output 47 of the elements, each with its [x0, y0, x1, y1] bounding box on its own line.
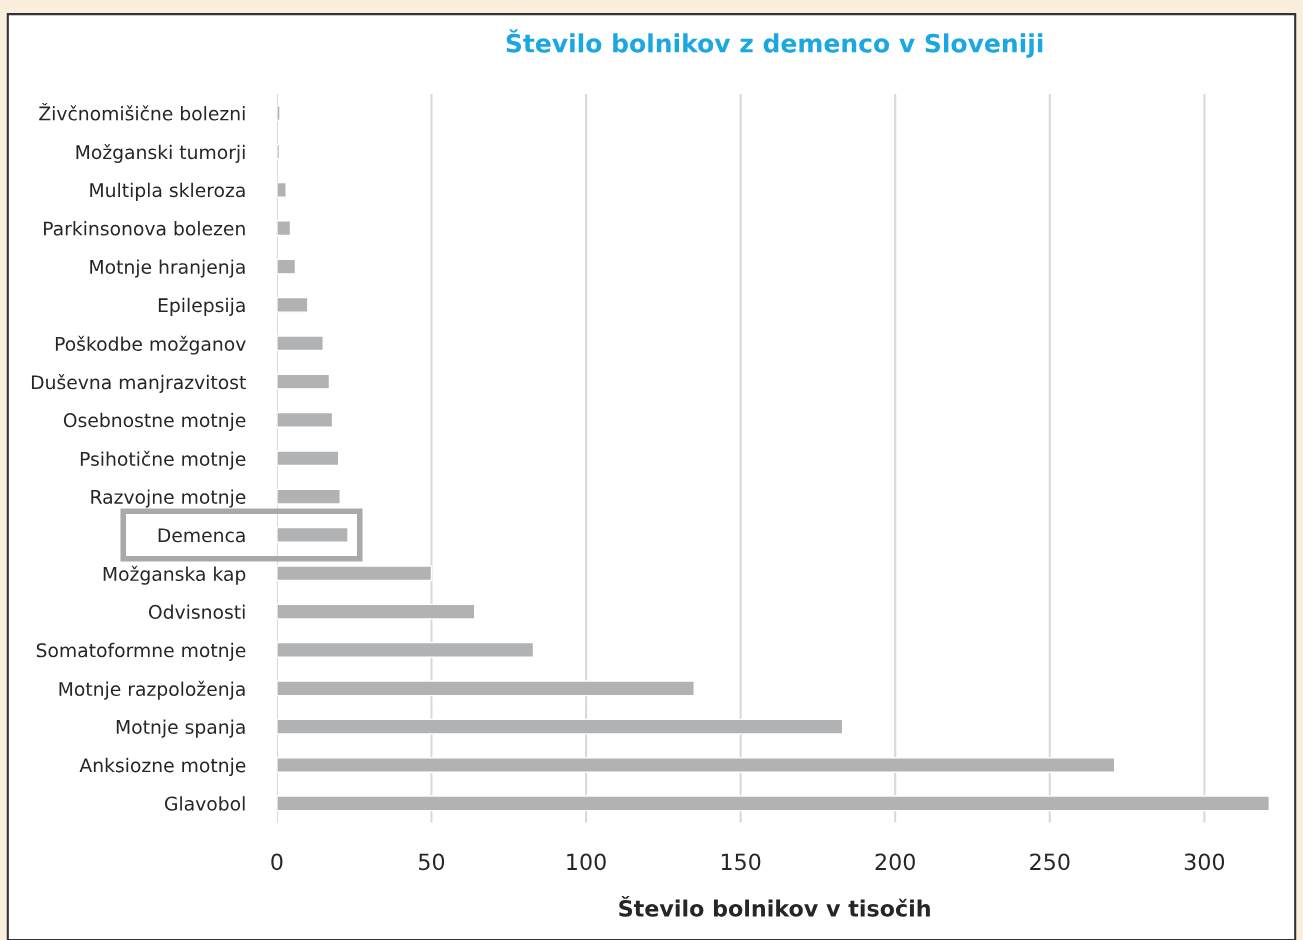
bar — [276, 411, 334, 428]
y-tick-label: Glavobol — [165, 796, 245, 811]
y-tick-label: Somatoformne motnje — [36, 642, 246, 661]
bar — [276, 565, 433, 582]
x-tick-label: 100 — [567, 853, 606, 871]
x-tick-label: 150 — [721, 853, 761, 871]
x-tick-label: 300 — [1184, 853, 1225, 871]
bar — [276, 258, 297, 275]
bar — [276, 335, 324, 352]
bar — [276, 220, 292, 237]
x-tick-label: 0 — [271, 853, 283, 871]
y-tick-label: Multipla skleroza — [90, 182, 245, 201]
bar — [276, 105, 281, 122]
y-tick-label: Demenca — [158, 528, 245, 543]
bar — [276, 718, 844, 735]
y-tick-label: Motnje hranjenja — [90, 259, 245, 278]
y-tick-label: Možganski tumorji — [76, 144, 245, 163]
bar — [276, 373, 331, 390]
x-tick-label: 200 — [875, 853, 915, 871]
x-axis-title: Število bolnikov v tisočih — [619, 895, 930, 917]
bar — [276, 641, 535, 658]
bar — [276, 680, 695, 697]
bar — [276, 181, 287, 198]
bar — [276, 143, 281, 160]
y-tick-label: Živčnomišične bolezni — [39, 102, 245, 121]
bar — [276, 603, 476, 620]
chart-title: Število bolnikov z demenco v Sloveniji — [506, 29, 1043, 58]
y-tick-label: Psihotične motnje — [80, 450, 246, 470]
y-tick-label: Parkinsonova bolezen — [44, 221, 245, 236]
bar — [276, 488, 341, 505]
bar — [276, 450, 340, 467]
y-tick-label: Možganska kap — [103, 565, 246, 585]
y-tick-label: Motnje spanja — [116, 719, 245, 738]
x-tick-label: 250 — [1030, 853, 1070, 871]
y-tick-label: Duševna manjrazvitost — [31, 374, 246, 393]
y-tick-label: Epilepsija — [158, 297, 245, 316]
bar — [276, 526, 349, 543]
y-tick-label: Odvisnosti — [148, 604, 245, 620]
y-tick-label: Motnje razpoloženja — [59, 680, 245, 700]
bar — [276, 757, 1116, 773]
bar — [276, 296, 309, 313]
y-tick-label: Osebnostne motnje — [63, 412, 246, 431]
y-tick-label: Poškodbe možganov — [55, 335, 246, 355]
bar — [276, 795, 1270, 812]
y-tick-label: Anksiozne motnje — [79, 757, 246, 777]
y-tick-label: Razvojne motnje — [91, 489, 246, 508]
x-tick-label: 50 — [419, 853, 445, 871]
